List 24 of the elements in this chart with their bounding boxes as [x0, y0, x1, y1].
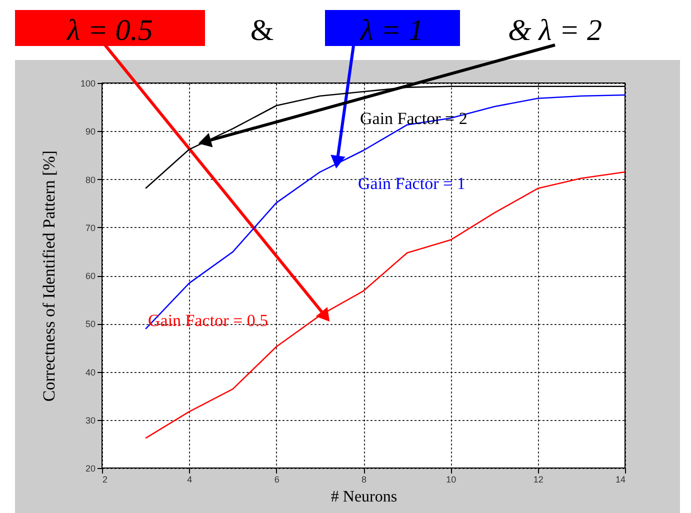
annotation: λ = 1	[359, 14, 424, 47]
y-tick-label: 60	[85, 271, 96, 281]
text: &	[250, 14, 274, 47]
y-tick-label: 30	[85, 415, 96, 426]
y-tick-label: 20	[85, 464, 96, 474]
x-tick-label: 14	[615, 474, 626, 484]
y-tick-label: 80	[85, 174, 96, 185]
annotation: & λ = 2	[508, 14, 602, 47]
x-tick-label: 12	[533, 474, 544, 484]
x-tick-label: 2	[102, 474, 108, 484]
y-tick-label: 50	[85, 319, 96, 330]
x-axis-title: # Neurons	[330, 488, 398, 506]
y-tick-label: 40	[85, 367, 96, 378]
annotation: λ = 0.5	[66, 14, 153, 47]
y-axis-title: Correctness of Identified Pattern [%]	[39, 150, 58, 402]
x-tick-label: 8	[361, 474, 367, 484]
annotation: Gain Factor = 1	[358, 174, 466, 193]
x-tick-label: 4	[187, 474, 192, 484]
y-tick-label: 100	[80, 78, 96, 88]
y-tick-label: 70	[85, 222, 96, 233]
x-tick-label: 6	[274, 474, 280, 484]
line-series	[144, 94, 626, 330]
x-tick-label: 10	[446, 474, 456, 484]
y-tick-label: 90	[85, 126, 96, 137]
